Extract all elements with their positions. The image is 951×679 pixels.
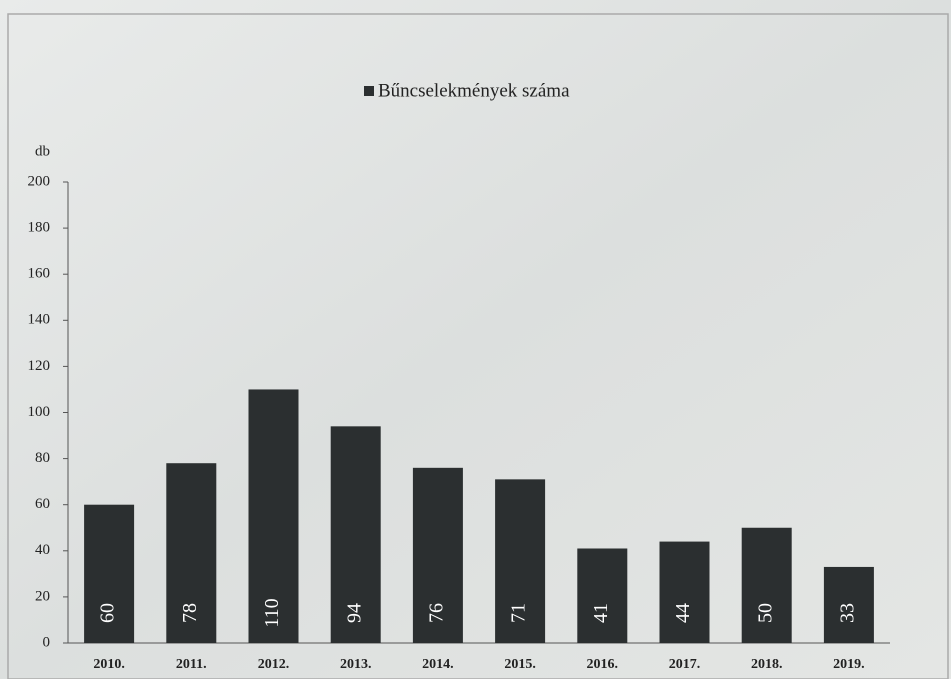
value-label: 41: [590, 603, 612, 623]
x-tick-label: 2018.: [751, 657, 783, 672]
x-tick-label: 2017.: [669, 657, 701, 672]
bar: [412, 467, 463, 643]
bar: [659, 541, 710, 643]
value-label: 94: [343, 603, 365, 623]
value-label: 71: [508, 603, 530, 623]
y-tick-label: 100: [28, 404, 51, 420]
x-tick-label: 2010.: [93, 657, 125, 672]
y-tick-label: 180: [28, 220, 51, 236]
y-axis-label: db: [35, 143, 50, 159]
bar: [330, 426, 381, 643]
bar: [577, 548, 628, 643]
value-label: 60: [97, 603, 119, 623]
bar: [823, 566, 874, 643]
y-tick-label: 120: [28, 358, 51, 374]
x-tick-label: 2019.: [833, 657, 865, 672]
x-tick-label: 2016.: [587, 657, 619, 672]
y-tick-label: 80: [35, 450, 50, 466]
value-label: 50: [754, 603, 776, 623]
bar: [741, 527, 792, 643]
x-tick-label: 2012.: [258, 657, 290, 672]
y-tick-label: 0: [43, 634, 51, 650]
y-tick-label: 40: [35, 542, 50, 558]
x-tick-label: 2011.: [176, 657, 207, 672]
y-tick-label: 140: [28, 312, 51, 328]
value-label: 110: [261, 598, 283, 627]
value-label: 33: [836, 603, 858, 623]
bar: [166, 463, 217, 643]
y-tick-label: 20: [35, 588, 50, 604]
y-tick-label: 200: [28, 173, 51, 189]
value-label: 76: [425, 603, 447, 623]
y-tick-label: 60: [35, 496, 50, 512]
legend-label: Bűncselekmények száma: [378, 80, 570, 101]
value-label: 78: [179, 603, 201, 623]
x-tick-label: 2014.: [422, 657, 454, 672]
value-label: 44: [672, 603, 694, 623]
x-tick-label: 2013.: [340, 657, 372, 672]
bar: [495, 479, 546, 643]
x-tick-label: 2015.: [504, 657, 536, 672]
bar: [248, 389, 299, 643]
bar: [84, 504, 135, 643]
legend-swatch: [364, 86, 374, 96]
y-tick-label: 160: [28, 266, 51, 282]
frame: [7, 13, 949, 679]
